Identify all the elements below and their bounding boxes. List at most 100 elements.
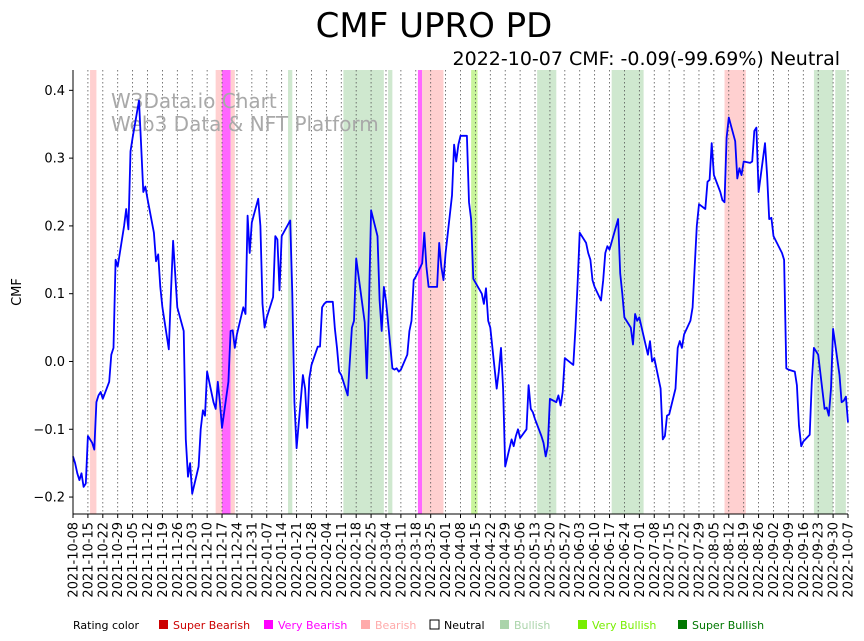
x-tick-label: 2022-04-15 — [469, 522, 484, 598]
x-tick-label: 2022-05-20 — [543, 522, 558, 598]
x-tick-label: 2021-11-26 — [171, 522, 186, 598]
x-tick-label: 2021-10-22 — [96, 522, 111, 598]
legend-title: Rating color — [73, 619, 140, 632]
legend-swatch — [578, 620, 587, 629]
rating-band-bullish — [388, 70, 393, 514]
rating-band-bearish — [724, 70, 746, 514]
rating-band-very-bearish — [222, 70, 231, 514]
x-tick-label: 2022-01-21 — [290, 522, 305, 598]
x-tick-label: 2022-07-08 — [648, 522, 663, 598]
x-tick-label: 2022-08-12 — [722, 522, 737, 598]
legend-label: Super Bearish — [173, 619, 250, 632]
x-tick-label: 2021-10-15 — [81, 522, 96, 598]
x-tick-label: 2022-07-01 — [633, 522, 648, 598]
x-tick-label: 2022-09-16 — [797, 522, 812, 598]
x-tick-label: 2022-03-04 — [379, 522, 394, 598]
rating-band-very-bearish — [417, 70, 423, 514]
x-tick-label: 2022-10-07 — [842, 522, 857, 598]
x-tick-label: 2022-04-01 — [439, 522, 454, 598]
legend-swatch — [500, 620, 509, 629]
x-tick-label: 2022-08-05 — [707, 522, 722, 598]
y-axis-label: CMF — [10, 278, 25, 306]
x-tick-label: 2022-06-03 — [573, 522, 588, 598]
rating-bands — [90, 70, 846, 514]
y-tick-label: 0.0 — [44, 355, 65, 370]
legend-swatch — [264, 620, 273, 629]
chart-title: CMF UPRO PD — [316, 6, 553, 46]
x-tick-label: 2022-01-14 — [275, 522, 290, 598]
x-tick-label: 2021-12-03 — [186, 522, 201, 598]
legend-swatch — [361, 620, 370, 629]
x-tick-label: 2022-03-25 — [424, 522, 439, 598]
watermark-line-1: W3Data.io Chart — [111, 89, 277, 113]
x-tick-label: 2022-08-26 — [752, 522, 767, 598]
y-ticks: −0.2 −0.1 0.0 0.1 0.2 0.3 0.4 — [33, 84, 73, 506]
x-tick-label: 2022-09-23 — [812, 522, 827, 598]
x-tick-label: 2022-01-28 — [305, 522, 320, 598]
x-tick-label: 2022-06-10 — [588, 522, 603, 598]
rating-band-bearish — [90, 70, 97, 514]
x-tick-label: 2022-05-27 — [558, 522, 573, 598]
x-tick-label: 2022-07-29 — [692, 522, 707, 598]
x-tick-label: 2021-11-19 — [156, 522, 171, 598]
x-tick-label: 2021-12-10 — [201, 522, 216, 598]
x-tick-label: 2022-07-15 — [663, 522, 678, 598]
cmf-series — [72, 99, 849, 495]
rating-band-bullish — [288, 70, 293, 514]
x-tick-label: 2021-12-31 — [245, 522, 260, 598]
y-tick-label: −0.1 — [33, 423, 65, 438]
y-tick-label: 0.2 — [44, 219, 65, 234]
x-tick-label: 2022-05-13 — [529, 522, 544, 598]
x-tick-label: 2022-04-08 — [454, 522, 469, 598]
watermark-line-2: Web3 Data & NFT Platform — [111, 112, 379, 136]
rating-band-bullish — [813, 70, 834, 514]
x-tick-label: 2022-06-24 — [618, 522, 633, 598]
x-tick-label: 2022-03-11 — [394, 522, 409, 598]
x-tick-label: 2022-03-18 — [409, 522, 424, 598]
legend-swatch — [159, 620, 168, 629]
rating-band-bullish — [835, 70, 846, 514]
x-tick-label: 2022-09-30 — [827, 522, 842, 598]
legend-label: Neutral — [444, 619, 485, 632]
cmf-line — [72, 99, 849, 495]
rating-band-very-bullish — [471, 70, 478, 514]
x-tick-label: 2022-01-07 — [260, 522, 275, 598]
rating-band-bearish — [422, 70, 444, 514]
x-ticks: 2021-10-08 2021-10-15 2021-10-22 2021-10-29… — [67, 514, 857, 598]
y-tick-label: 0.4 — [44, 84, 65, 99]
x-tick-label: 2022-09-09 — [782, 522, 797, 598]
x-tick-label: 2022-02-11 — [335, 522, 350, 598]
x-tick-label: 2022-09-02 — [767, 522, 782, 598]
x-tick-label: 2022-06-17 — [603, 522, 618, 598]
x-tick-label: 2021-11-12 — [141, 522, 156, 598]
x-tick-label: 2022-02-25 — [365, 522, 380, 598]
rating-band-bullish — [611, 70, 644, 514]
x-tick-label: 2022-08-19 — [737, 522, 752, 598]
x-tick-label: 2022-04-29 — [499, 522, 514, 598]
rating-legend: Rating color Super Bearish Very Bearish Bea… — [73, 619, 764, 632]
x-tick-label: 2021-12-17 — [216, 522, 231, 598]
x-tick-label: 2022-04-22 — [484, 522, 499, 598]
x-tick-label: 2021-10-29 — [111, 522, 126, 598]
rating-band-bullish — [343, 70, 384, 514]
rating-band-bullish — [537, 70, 557, 514]
rating-band-bearish — [215, 70, 223, 514]
x-tick-label: 2022-05-06 — [514, 522, 529, 598]
legend-label: Super Bullish — [692, 619, 764, 632]
x-tick-label: 2021-10-08 — [67, 522, 82, 598]
x-tick-label: 2021-11-05 — [126, 522, 141, 598]
x-tick-label: 2022-02-18 — [350, 522, 365, 598]
legend-label: Bullish — [514, 619, 550, 632]
legend-label: Very Bullish — [592, 619, 656, 632]
legend-swatch — [429, 619, 440, 630]
y-tick-label: 0.1 — [44, 287, 65, 302]
y-tick-label: −0.2 — [33, 491, 65, 506]
chart-subtitle: 2022-10-07 CMF: -0.09(-99.69%) Neutral — [453, 48, 840, 70]
legend-swatch — [678, 620, 687, 629]
x-tick-label: 2022-07-22 — [678, 522, 693, 598]
x-tick-label: 2022-02-04 — [320, 522, 335, 598]
rating-band-bearish — [230, 70, 235, 514]
y-tick-label: 0.3 — [44, 152, 65, 167]
x-tick-label: 2021-12-24 — [230, 522, 245, 598]
